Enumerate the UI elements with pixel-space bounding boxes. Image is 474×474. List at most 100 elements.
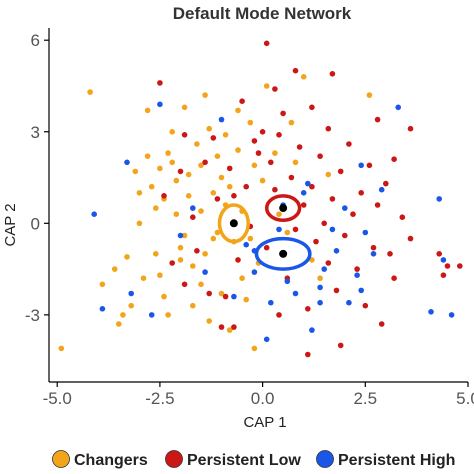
persistent-low-point — [383, 180, 389, 187]
persistent-high-point — [157, 101, 163, 108]
persistent-low-point — [181, 132, 188, 138]
persistent-low-point — [243, 183, 249, 190]
persistent-low-point — [177, 168, 184, 175]
persistent-high-point — [268, 299, 274, 306]
persistent-high-point — [362, 229, 369, 236]
changers-point — [300, 74, 307, 80]
persistent-high-point — [358, 162, 365, 169]
persistent-low-point — [214, 196, 221, 202]
changers-point — [111, 266, 118, 272]
persistent-low-point — [358, 190, 365, 196]
changers-point — [194, 141, 200, 147]
persistent-high-point — [358, 287, 365, 294]
persistent-high-point — [177, 232, 184, 239]
persistent-high-point — [202, 269, 208, 275]
x-tick-label: 5.0 — [456, 389, 474, 408]
changers-point — [325, 171, 332, 178]
changers-point — [317, 275, 323, 282]
changers-point — [173, 177, 180, 184]
persistent-low-point — [239, 98, 245, 104]
persistent-low-point — [436, 251, 443, 257]
changers-point — [276, 211, 282, 217]
persistent-low-point — [181, 281, 188, 288]
persistent-high-point — [354, 272, 360, 279]
persistent-low-point — [226, 165, 233, 172]
changers-point — [366, 92, 373, 98]
persistent-high-point — [148, 312, 155, 318]
changers-point — [198, 162, 204, 169]
persistent-low-point — [300, 202, 307, 208]
chart-title: Default Mode Network — [173, 4, 352, 23]
changers-point — [157, 165, 163, 172]
changers-centroid — [229, 219, 238, 228]
changers-point — [198, 281, 204, 288]
changers-point — [202, 251, 208, 257]
persistent-low-point — [292, 67, 299, 74]
changers-point — [177, 257, 184, 263]
changers-point — [198, 208, 204, 214]
persistent-low-point — [309, 183, 315, 190]
changers-point — [235, 107, 241, 114]
changers-point — [218, 174, 225, 181]
changers-point — [251, 162, 258, 169]
persistent-high-legend-swatch — [316, 450, 334, 468]
x-tick-label: -2.5 — [145, 389, 174, 408]
changers-point — [190, 302, 196, 309]
x-tick-label: 0.0 — [251, 389, 275, 408]
changers-point — [288, 119, 295, 126]
persistent-high-point — [329, 226, 336, 233]
persistent-low-point — [206, 290, 212, 297]
persistent-low-point — [305, 306, 311, 312]
persistent-low-point — [263, 244, 270, 251]
changers-point — [157, 272, 163, 279]
changers-point — [144, 107, 151, 114]
persistent-low-point — [190, 214, 196, 220]
changers-point — [185, 171, 192, 178]
persistent-low-point — [251, 138, 258, 144]
persistent-low-point — [202, 159, 208, 166]
persistent-low-point — [276, 312, 282, 318]
persistent-high-ellipse — [254, 236, 312, 271]
changers-point — [235, 147, 241, 153]
changers-point — [153, 251, 159, 257]
changers-point — [247, 119, 254, 126]
changers-point — [292, 159, 299, 166]
persistent-low-point — [161, 193, 167, 199]
persistent-high-point — [378, 186, 385, 193]
changers-legend-label: Changers — [74, 452, 148, 469]
persistent-high-point — [300, 190, 307, 196]
changers-point — [181, 232, 188, 239]
persistent-low-point — [321, 220, 328, 227]
persistent-low-legend-label: Persistent Low — [187, 452, 301, 469]
persistent-low-point — [444, 263, 451, 269]
changers-point — [206, 125, 212, 132]
changers-point — [169, 159, 175, 166]
changers-point — [132, 168, 139, 175]
changers-point — [214, 153, 221, 159]
persistent-low-point — [374, 116, 381, 123]
changers-point — [177, 244, 184, 251]
persistent-low-point — [378, 321, 385, 327]
persistent-low-point — [268, 159, 274, 166]
persistent-low-point — [399, 214, 406, 220]
persistent-low-point — [325, 125, 332, 132]
changers-point — [226, 327, 233, 333]
changers-point — [136, 190, 143, 196]
persistent-low-point — [407, 235, 414, 242]
changers-point — [181, 104, 188, 111]
changers-point — [165, 312, 171, 318]
changers-legend-swatch — [52, 450, 70, 468]
y-axis-label: CAP 2 — [2, 203, 19, 246]
persistent-low-point — [272, 186, 278, 193]
persistent-low-centroid — [279, 204, 288, 213]
changers-point — [218, 290, 225, 297]
persistent-low-ellipse — [264, 194, 302, 223]
persistent-low-point — [276, 132, 282, 138]
persistent-high-point — [342, 205, 348, 211]
persistent-low-point — [333, 287, 340, 294]
y-tick-label: 0 — [31, 214, 40, 233]
persistent-low-point — [337, 168, 344, 175]
y-ticks: -3 0 3 6 — [25, 31, 49, 325]
persistent-low-point — [255, 150, 262, 156]
